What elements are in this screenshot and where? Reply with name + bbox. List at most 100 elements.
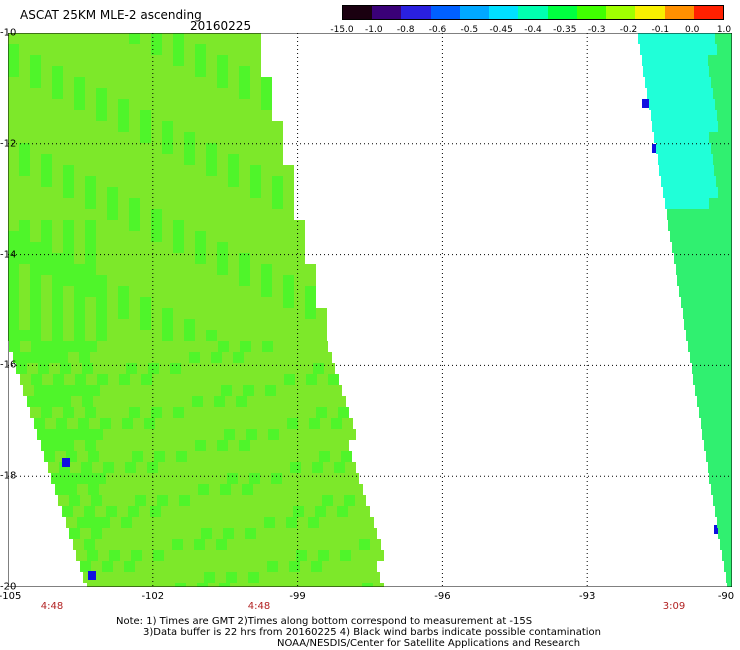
swath-cell <box>96 330 107 341</box>
swath-cell <box>315 506 326 517</box>
swath-cell <box>19 275 30 286</box>
swath-cell <box>729 253 732 264</box>
time-label-middle: 4:48 <box>247 601 271 612</box>
swath-cell <box>261 330 272 341</box>
swath-cell <box>186 583 197 587</box>
swath-cell <box>183 506 194 517</box>
swath-cell <box>296 583 307 587</box>
swath-cell <box>250 33 261 44</box>
swath-cell <box>206 99 217 110</box>
swath-cell <box>647 88 658 99</box>
swath-cell <box>168 528 179 539</box>
swath-cell <box>711 77 722 88</box>
swath-cell <box>708 462 719 473</box>
swath-cell <box>118 330 129 341</box>
swath-cell <box>176 451 187 462</box>
swath-cell <box>96 187 107 198</box>
swath-cell <box>74 88 85 99</box>
swath-cell <box>272 319 283 330</box>
swath-cell <box>140 264 151 275</box>
swath-cell <box>283 198 294 209</box>
swath-cell <box>261 143 272 154</box>
swath-cell <box>312 429 323 440</box>
swath-cell <box>285 550 296 561</box>
swath-cell <box>151 440 162 451</box>
swath-cell <box>52 253 63 264</box>
swath-cell <box>730 462 732 473</box>
swath-cell <box>183 539 194 550</box>
swath-cell <box>661 176 672 187</box>
swath-cell <box>85 440 96 451</box>
swath-cell <box>63 319 74 330</box>
swath-cell <box>344 561 355 572</box>
swath-cell <box>692 363 703 374</box>
swath-map <box>8 33 732 587</box>
swath-cell <box>95 473 106 484</box>
swath-cell <box>261 165 272 176</box>
swath-cell <box>340 583 351 587</box>
swath-cell <box>228 286 239 297</box>
swath-cell <box>52 66 63 77</box>
swath-cell <box>728 517 732 528</box>
swath-cell <box>726 99 732 110</box>
swath-cell <box>239 88 250 99</box>
swath-cell <box>118 220 129 231</box>
swath-cell <box>252 550 263 561</box>
swath-cell <box>86 374 97 385</box>
swath-cell <box>162 55 173 66</box>
swath-cell <box>162 220 173 231</box>
swath-cell <box>119 341 130 352</box>
swath-cell <box>85 44 96 55</box>
swath-cell <box>697 55 708 66</box>
swath-cell <box>173 264 184 275</box>
swath-cell <box>160 572 171 583</box>
swath-cell <box>85 176 96 187</box>
swath-cell <box>30 330 41 341</box>
swath-cell <box>271 539 282 550</box>
swath-cell <box>687 132 698 143</box>
swath-cell <box>74 440 85 451</box>
swath-cell <box>8 253 19 264</box>
swath-cell <box>333 495 344 506</box>
swath-cell <box>686 55 697 66</box>
swath-cell <box>195 440 206 451</box>
swath-cell <box>272 209 283 220</box>
swath-cell <box>63 143 74 154</box>
swath-cell <box>229 341 240 352</box>
swath-cell <box>258 396 269 407</box>
swath-cell <box>272 275 283 286</box>
swath-cell <box>99 451 110 462</box>
swath-cell <box>702 154 713 165</box>
swath-cell <box>184 209 195 220</box>
swath-cell <box>195 88 206 99</box>
swath-cell <box>227 473 238 484</box>
swath-cell <box>312 462 323 473</box>
swath-cell <box>8 308 19 319</box>
note-line-3: NOAA/NESDIS/Center for Satellite Applica… <box>277 638 581 649</box>
swath-cell <box>118 308 129 319</box>
swath-cell <box>126 396 137 407</box>
swath-cell <box>63 77 74 88</box>
swath-cell <box>352 484 363 495</box>
swath-cell <box>682 33 693 44</box>
swath-cell <box>68 352 79 363</box>
swath-cell <box>228 231 239 242</box>
swath-cell <box>218 374 229 385</box>
swath-cell <box>151 110 162 121</box>
swath-cell <box>195 220 206 231</box>
colorbar-segment <box>547 6 577 19</box>
swath-cell <box>162 66 173 77</box>
swath-cell <box>136 462 147 473</box>
latitude-tick-label: -16 <box>0 359 17 371</box>
swath-cell <box>30 253 41 264</box>
swath-cell <box>74 44 85 55</box>
swath-cell <box>724 88 732 99</box>
swath-cell <box>242 484 253 495</box>
swath-cell <box>670 165 681 176</box>
swath-cell <box>220 451 231 462</box>
swath-cell <box>96 88 107 99</box>
swath-cell <box>283 275 294 286</box>
swath-cell <box>698 132 709 143</box>
swath-cell <box>221 385 232 396</box>
swath-cell <box>85 242 96 253</box>
